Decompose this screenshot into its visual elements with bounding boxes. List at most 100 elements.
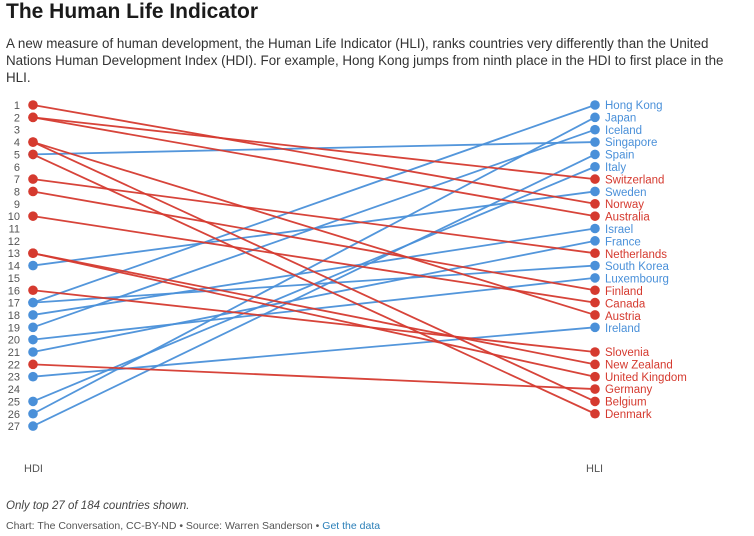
- hdi-rank-tick: 8: [14, 186, 20, 198]
- slope-line-france: [32, 239, 596, 353]
- country-label-australia: Australia: [605, 212, 650, 224]
- hli-point-italy: [590, 161, 600, 172]
- slope-line-hong-kong: [32, 104, 596, 304]
- hdi-rank-tick: 1: [14, 100, 20, 112]
- country-label-spain: Spain: [605, 150, 634, 162]
- hdi-point-australia: [28, 112, 38, 123]
- country-label-new-zealand: New Zealand: [605, 359, 673, 371]
- hdi-rank-tick: 7: [14, 174, 20, 186]
- country-label-iceland: Iceland: [605, 125, 642, 137]
- chart-note: Only top 27 of 184 countries shown.: [6, 500, 190, 512]
- hdi-point-france: [28, 347, 38, 357]
- hli-point-slovenia: [590, 347, 600, 357]
- hli-point-israel: [590, 223, 600, 234]
- hdi-rank-tick: 24: [8, 384, 20, 396]
- hdi-rank-tick: 5: [14, 149, 20, 161]
- hdi-point-slovenia: [28, 285, 38, 296]
- country-label-austria: Austria: [605, 311, 641, 323]
- hdi-rank-tick: 3: [14, 125, 20, 137]
- hdi-point-belgium: [28, 137, 38, 147]
- country-label-slovenia: Slovenia: [605, 347, 650, 359]
- country-label-belgium: Belgium: [605, 397, 647, 409]
- hdi-point-norway: [28, 100, 38, 110]
- hdi-point-israel: [28, 310, 38, 320]
- slope-line-switzerland: [32, 116, 596, 180]
- hdi-point-spain: [28, 421, 38, 431]
- hli-point-south-korea: [590, 260, 600, 271]
- hdi-axis-label: HDI: [24, 463, 43, 475]
- country-label-luxembourg: Luxembourg: [605, 274, 669, 286]
- hdi-rank-tick: 9: [14, 199, 20, 211]
- hli-point-canada: [590, 297, 600, 308]
- country-label-south-korea: South Korea: [605, 261, 670, 273]
- hli-point-denmark: [590, 408, 600, 419]
- hdi-rank-tick: 18: [8, 310, 20, 322]
- country-label-italy: Italy: [605, 162, 626, 174]
- hdi-point-germany: [28, 359, 38, 370]
- hli-point-france: [590, 236, 600, 246]
- hdi-rank-tick: 4: [14, 137, 20, 149]
- hdi-point-finland: [28, 186, 38, 197]
- country-label-hong-kong: Hong Kong: [605, 100, 663, 112]
- country-label-sweden: Sweden: [605, 187, 647, 199]
- hdi-rank-tick: 10: [8, 211, 20, 223]
- hdi-rank-tick: 13: [8, 248, 20, 260]
- hdi-point-iceland: [28, 322, 38, 333]
- hli-point-luxembourg: [590, 273, 600, 283]
- hdi-point-united-kingdom: [28, 248, 38, 258]
- chart-subtitle: A new measure of human development, the …: [6, 36, 724, 85]
- hli-point-iceland: [590, 124, 600, 135]
- hli-point-germany: [590, 384, 600, 394]
- hli-axis-label: HLI: [586, 463, 603, 475]
- country-label-finland: Finland: [605, 286, 643, 298]
- slope-line-united-kingdom: [32, 252, 596, 378]
- hli-point-finland: [590, 285, 600, 296]
- hdi-rank-tick: 17: [8, 298, 20, 310]
- hli-point-austria: [590, 310, 600, 320]
- hli-point-ireland: [590, 322, 600, 333]
- hdi-rank-tick: 15: [8, 273, 20, 285]
- hli-point-united-kingdom: [590, 371, 600, 382]
- hli-point-belgium: [590, 396, 600, 407]
- hli-point-norway: [590, 199, 600, 209]
- slope-line-slovenia: [32, 289, 596, 353]
- country-label-netherlands: Netherlands: [605, 249, 667, 261]
- country-label-ireland: Ireland: [605, 323, 640, 335]
- slope-line-netherlands: [32, 178, 596, 255]
- hdi-rank-tick: 20: [8, 335, 20, 347]
- hdi-point-ireland: [28, 371, 38, 382]
- hli-point-new-zealand: [590, 359, 600, 370]
- slope-line-germany: [32, 363, 596, 390]
- hli-point-japan: [590, 112, 600, 123]
- country-label-denmark: Denmark: [605, 409, 652, 421]
- chart-footer: Chart: The Conversation, CC-BY-ND • Sour…: [6, 520, 380, 532]
- hdi-rank-tick: 14: [8, 261, 20, 273]
- hdi-rank-tick: 25: [8, 396, 20, 408]
- slope-line-finland: [32, 190, 596, 292]
- country-label-germany: Germany: [605, 384, 653, 396]
- country-label-france: France: [605, 236, 641, 248]
- get-data-link[interactable]: Get the data: [322, 520, 381, 532]
- hdi-rank-tick: 26: [8, 409, 20, 421]
- hdi-rank-tick: 23: [8, 372, 20, 384]
- slope-line-belgium: [32, 141, 596, 403]
- country-label-switzerland: Switzerland: [605, 174, 664, 186]
- hli-point-australia: [590, 211, 600, 221]
- chart-title: The Human Life Indicator: [6, 0, 259, 23]
- slope-line-norway: [32, 104, 596, 205]
- slope-line-austria: [32, 141, 596, 316]
- hli-point-netherlands: [590, 248, 600, 258]
- country-label-norway: Norway: [605, 199, 644, 211]
- hdi-rank-tick: 11: [9, 224, 20, 236]
- country-label-singapore: Singapore: [605, 137, 657, 149]
- slope-line-denmark: [32, 153, 596, 415]
- hdi-rank-tick: 2: [14, 112, 20, 124]
- slope-line-japan: [32, 116, 596, 415]
- slope-line-canada: [32, 215, 596, 304]
- hli-point-sweden: [590, 186, 600, 197]
- country-label-canada: Canada: [605, 298, 646, 310]
- slope-line-australia: [32, 116, 596, 218]
- hdi-rank-tick: 21: [8, 347, 20, 359]
- hdi-point-netherlands: [28, 174, 38, 184]
